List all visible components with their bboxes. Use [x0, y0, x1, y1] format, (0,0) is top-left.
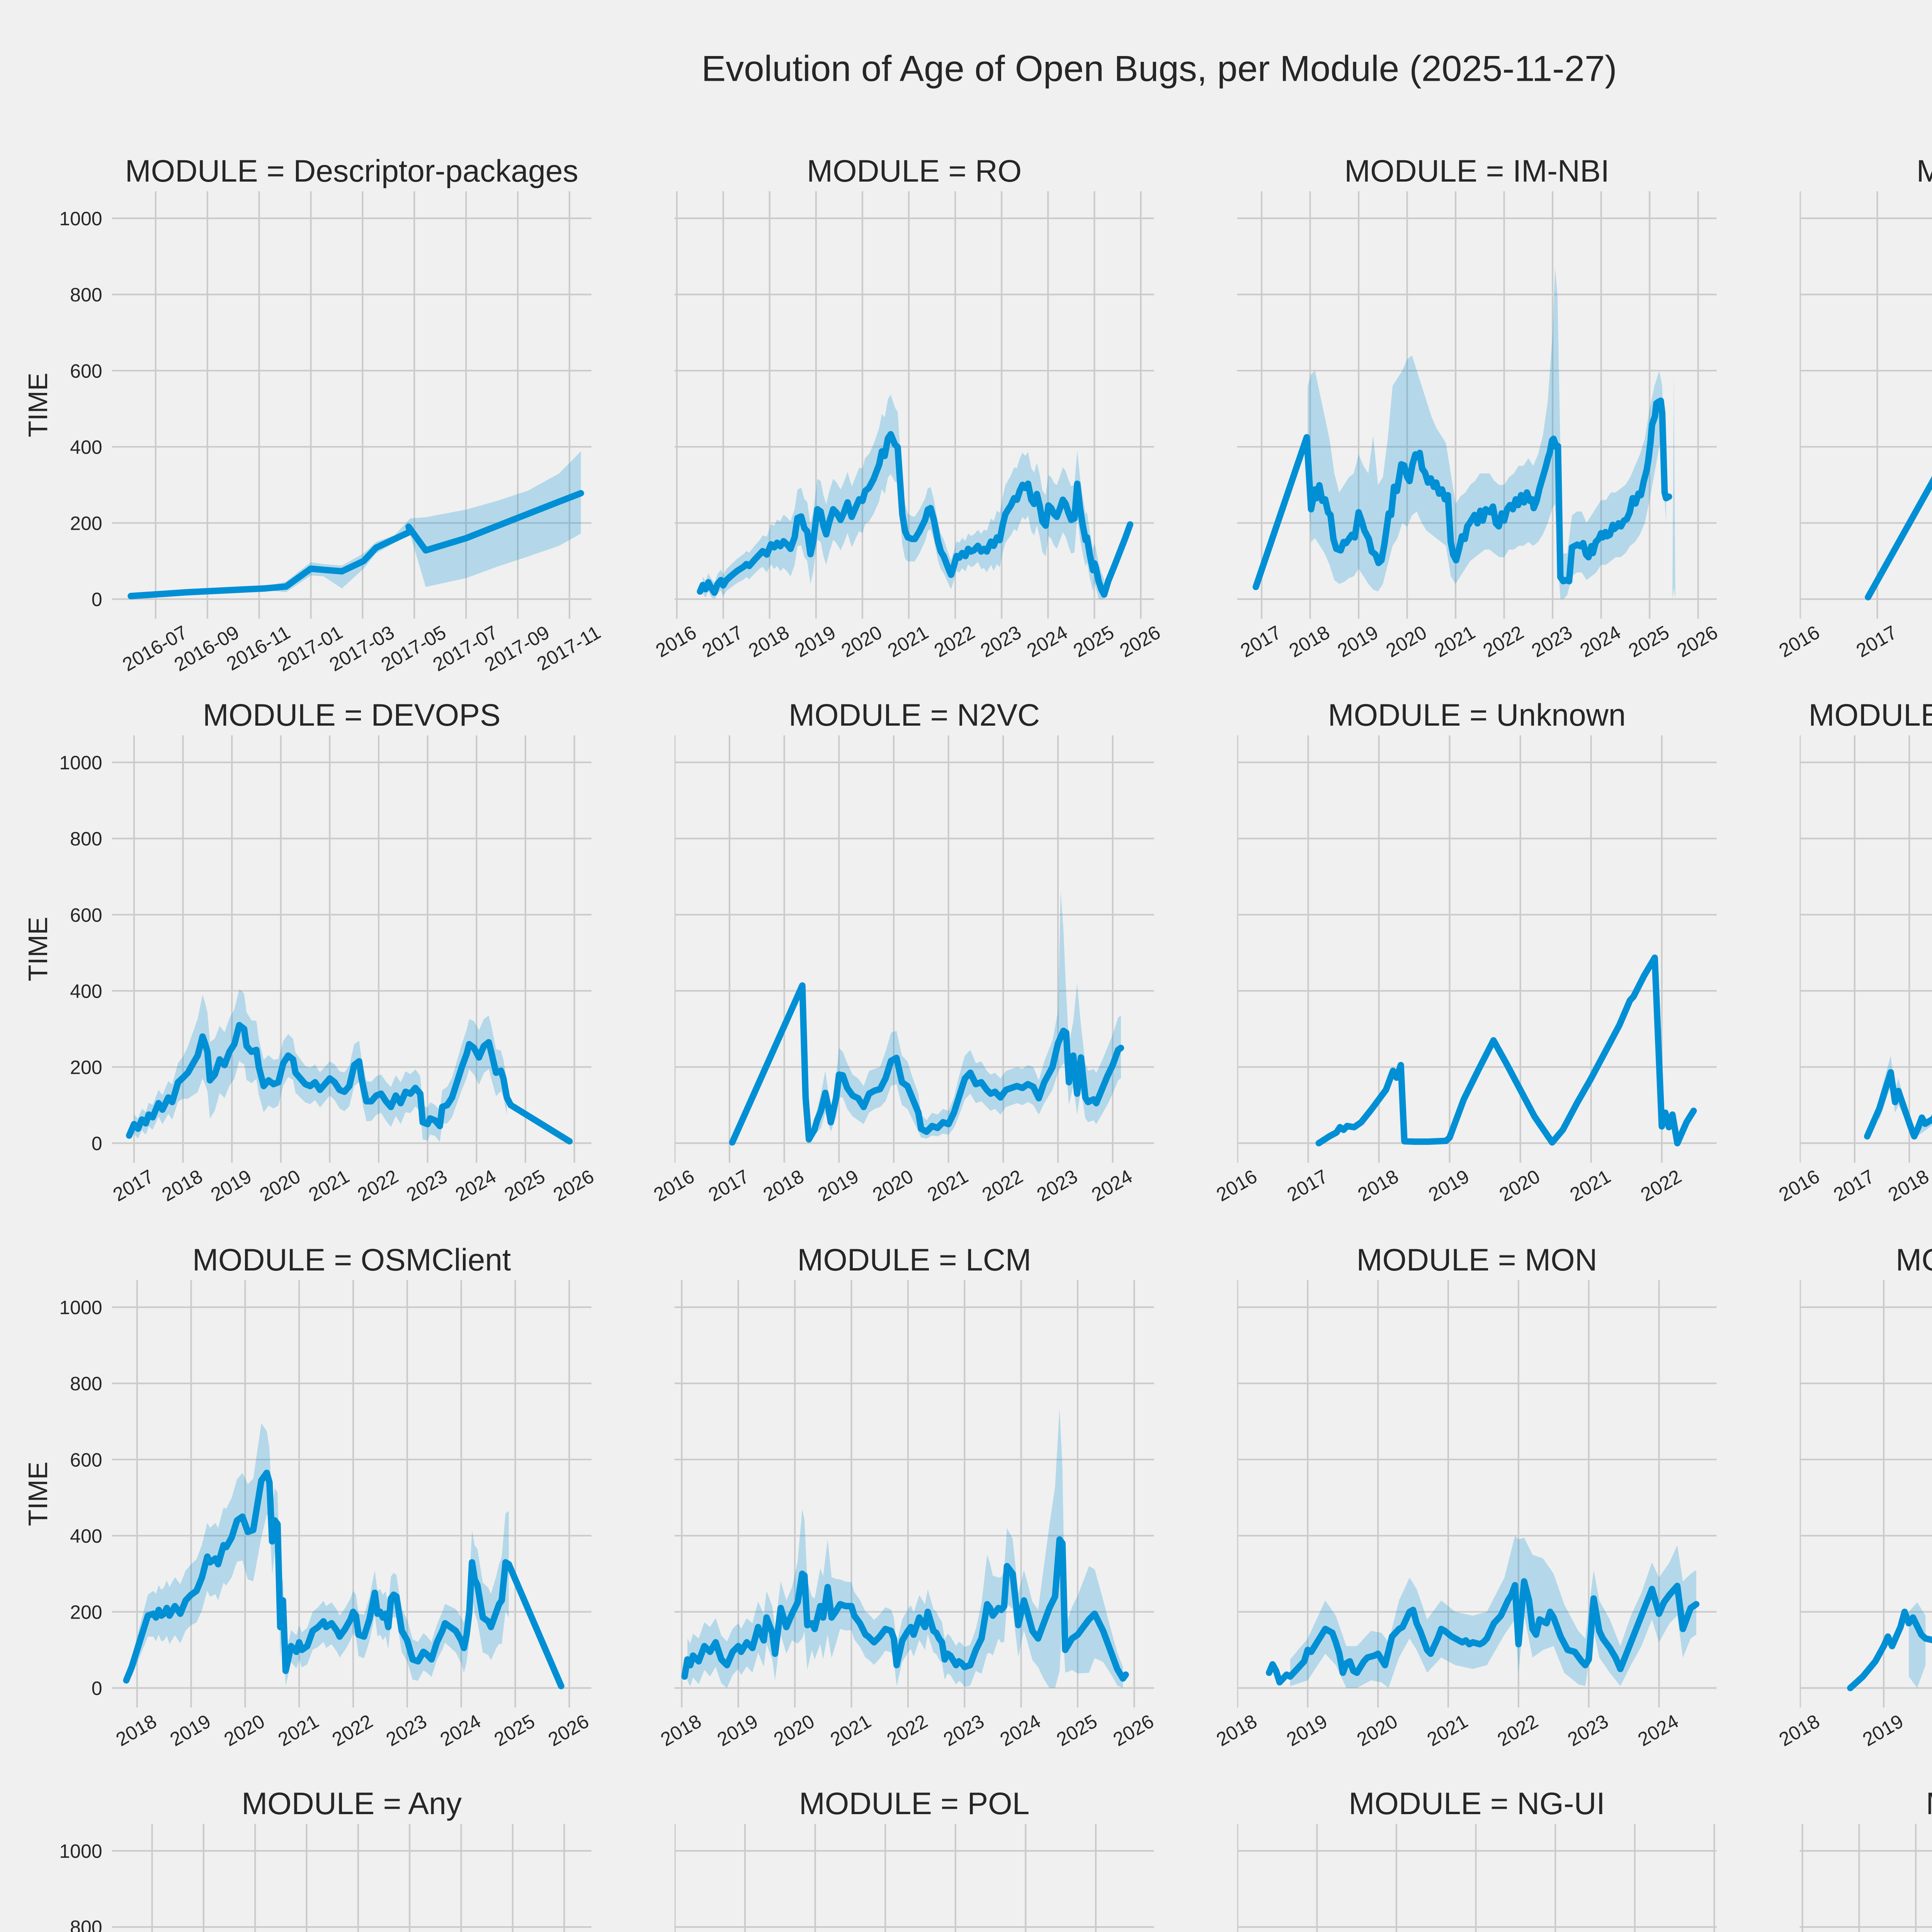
svg-text:MODULE = PLA: MODULE = PLA [1926, 1786, 1932, 1821]
svg-text:MODULE = DEVOPS: MODULE = DEVOPS [203, 698, 501, 733]
svg-text:200: 200 [70, 513, 102, 534]
svg-text:1000: 1000 [59, 208, 102, 230]
svg-text:MODULE = OSMClient: MODULE = OSMClient [192, 1243, 511, 1277]
svg-text:0: 0 [92, 1678, 102, 1699]
svg-text:600: 600 [70, 1449, 102, 1471]
svg-text:600: 600 [70, 360, 102, 382]
svg-text:0: 0 [92, 1133, 102, 1155]
svg-text:1000: 1000 [59, 752, 102, 774]
svg-text:800: 800 [70, 284, 102, 306]
svg-text:MODULE = common: MODULE = common [1896, 1243, 1932, 1277]
svg-text:MODULE = Any: MODULE = Any [242, 1786, 462, 1821]
svg-text:400: 400 [70, 980, 102, 1002]
svg-text:400: 400 [70, 1525, 102, 1547]
svg-text:TIME: TIME [23, 917, 53, 981]
svg-text:0: 0 [92, 589, 102, 611]
svg-text:600: 600 [70, 904, 102, 926]
svg-text:MODULE = NG-UI: MODULE = NG-UI [1349, 1786, 1605, 1821]
svg-text:TIME: TIME [23, 372, 53, 437]
svg-text:MODULE = Other: MODULE = Other [1917, 154, 1932, 189]
svg-text:MODULE = LCM: MODULE = LCM [797, 1243, 1031, 1277]
svg-text:1000: 1000 [59, 1297, 102, 1318]
svg-text:MODULE = Descriptor-packages: MODULE = Descriptor-packages [125, 154, 578, 189]
svg-text:200: 200 [70, 1602, 102, 1623]
svg-text:1000: 1000 [59, 1840, 102, 1862]
svg-text:200: 200 [70, 1057, 102, 1078]
svg-text:400: 400 [70, 436, 102, 458]
svg-text:MODULE = Documentation / Wiki: MODULE = Documentation / Wiki [1808, 698, 1932, 733]
svg-text:MODULE = Unknown: MODULE = Unknown [1328, 698, 1626, 733]
svg-text:800: 800 [70, 1917, 102, 1932]
svg-text:MODULE = MON: MODULE = MON [1356, 1243, 1597, 1277]
svg-text:TIME: TIME [23, 1461, 53, 1526]
svg-text:MODULE = POL: MODULE = POL [799, 1786, 1030, 1821]
svg-text:MODULE = RO: MODULE = RO [807, 154, 1022, 189]
svg-text:800: 800 [70, 828, 102, 850]
svg-text:800: 800 [70, 1373, 102, 1395]
svg-text:Evolution of Age of Open Bugs,: Evolution of Age of Open Bugs, per Modul… [701, 48, 1617, 88]
svg-text:MODULE = IM-NBI: MODULE = IM-NBI [1344, 154, 1609, 189]
svg-text:MODULE = N2VC: MODULE = N2VC [789, 698, 1040, 733]
